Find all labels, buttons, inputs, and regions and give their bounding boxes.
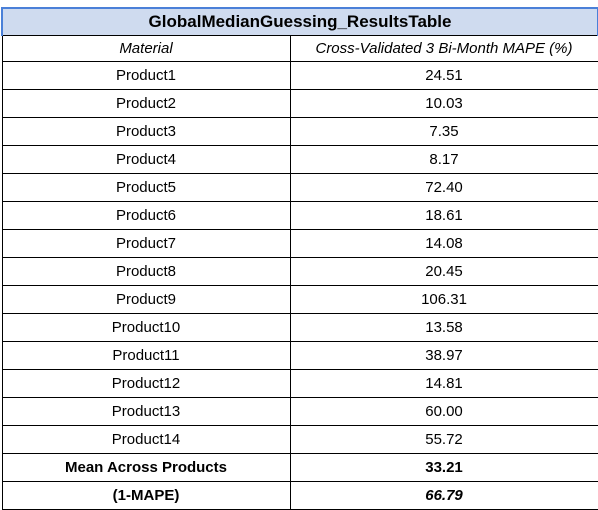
material-cell[interactable]: Product3 bbox=[1, 117, 291, 146]
material-cell[interactable]: Product9 bbox=[1, 285, 291, 314]
material-cell[interactable]: Product7 bbox=[1, 229, 291, 258]
table-row: Product13 60.00 bbox=[1, 397, 598, 426]
material-cell[interactable]: Product11 bbox=[1, 341, 291, 370]
table-row: Product3 7.35 bbox=[1, 117, 598, 146]
table-row: Product2 10.03 bbox=[1, 89, 598, 118]
results-table: GlobalMedianGuessing_ResultsTable Materi… bbox=[0, 7, 598, 510]
mape-cell[interactable]: 13.58 bbox=[289, 313, 598, 342]
table-title-cell[interactable]: GlobalMedianGuessing_ResultsTable bbox=[0, 7, 598, 36]
mape-cell[interactable]: 7.35 bbox=[289, 117, 598, 146]
table-row: Product12 14.81 bbox=[1, 369, 598, 398]
table-row: Product4 8.17 bbox=[1, 145, 598, 174]
table-row: Product9 106.31 bbox=[1, 285, 598, 314]
material-cell[interactable]: Product4 bbox=[1, 145, 291, 174]
table-row: Product1 24.51 bbox=[1, 61, 598, 90]
table-row: Product7 14.08 bbox=[1, 229, 598, 258]
mape-cell[interactable]: 10.03 bbox=[289, 89, 598, 118]
header-mape-cell[interactable]: Cross-Validated 3 Bi-Month MAPE (%) bbox=[289, 35, 598, 62]
material-cell[interactable]: Product5 bbox=[1, 173, 291, 202]
mape-cell[interactable]: 55.72 bbox=[289, 425, 598, 454]
mape-cell[interactable]: 106.31 bbox=[289, 285, 598, 314]
mape-cell[interactable]: 60.00 bbox=[289, 397, 598, 426]
mape-cell[interactable]: 8.17 bbox=[289, 145, 598, 174]
material-cell[interactable]: Product6 bbox=[1, 201, 291, 230]
table-row: Product8 20.45 bbox=[1, 257, 598, 286]
accuracy-label-cell[interactable]: (1-MAPE) bbox=[1, 481, 291, 510]
mape-cell[interactable]: 24.51 bbox=[289, 61, 598, 90]
header-material-cell[interactable]: Material bbox=[1, 35, 291, 62]
mape-cell[interactable]: 38.97 bbox=[289, 341, 598, 370]
mape-cell[interactable]: 72.40 bbox=[289, 173, 598, 202]
table-row: Product6 18.61 bbox=[1, 201, 598, 230]
mean-value-cell[interactable]: 33.21 bbox=[289, 453, 598, 482]
accuracy-summary-row: (1-MAPE) 66.79 bbox=[1, 481, 598, 510]
mape-cell[interactable]: 14.08 bbox=[289, 229, 598, 258]
table-title-row: GlobalMedianGuessing_ResultsTable bbox=[0, 7, 598, 36]
accuracy-value-cell[interactable]: 66.79 bbox=[289, 481, 598, 510]
material-cell[interactable]: Product2 bbox=[1, 89, 291, 118]
table-header-row: Material Cross-Validated 3 Bi-Month MAPE… bbox=[1, 35, 598, 62]
mean-label-cell[interactable]: Mean Across Products bbox=[1, 453, 291, 482]
mape-cell[interactable]: 14.81 bbox=[289, 369, 598, 398]
material-cell[interactable]: Product1 bbox=[1, 61, 291, 90]
table-row: Product5 72.40 bbox=[1, 173, 598, 202]
material-cell[interactable]: Product10 bbox=[1, 313, 291, 342]
mape-cell[interactable]: 20.45 bbox=[289, 257, 598, 286]
material-cell[interactable]: Product13 bbox=[1, 397, 291, 426]
material-cell[interactable]: Product12 bbox=[1, 369, 291, 398]
material-cell[interactable]: Product14 bbox=[1, 425, 291, 454]
table-row: Product11 38.97 bbox=[1, 341, 598, 370]
mean-summary-row: Mean Across Products 33.21 bbox=[1, 453, 598, 482]
table-row: Product10 13.58 bbox=[1, 313, 598, 342]
mape-cell[interactable]: 18.61 bbox=[289, 201, 598, 230]
material-cell[interactable]: Product8 bbox=[1, 257, 291, 286]
table-row: Product14 55.72 bbox=[1, 425, 598, 454]
